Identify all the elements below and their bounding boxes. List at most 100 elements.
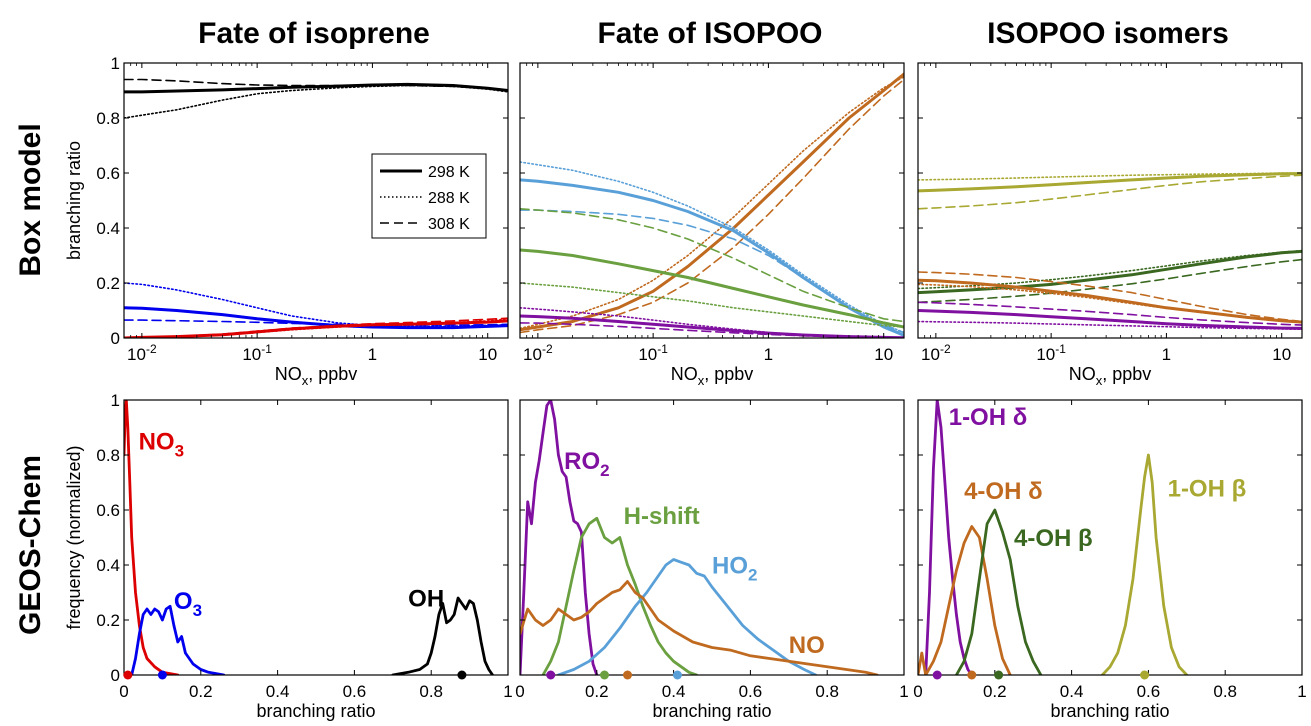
x-tick-label: 0.2 (189, 682, 213, 701)
series-line-1-dotted (124, 84, 508, 119)
mean-marker-no (623, 670, 633, 680)
series-line-0-solid (124, 82, 508, 94)
col-title-isopoo-isomers: ISOPOO isomers (987, 17, 1229, 50)
plot-area (918, 400, 1189, 675)
x-tick-label: 0.8 (1213, 682, 1237, 701)
plot-area (918, 172, 1302, 331)
x-tick-label: 10 (478, 345, 497, 364)
plot-frame (123, 399, 509, 676)
legend-label-298-k: 298 K (428, 164, 470, 181)
chart-panel-1: 10-2 10-1 1 10 NOx, ppbv (519, 62, 905, 388)
series-line-9-solid (918, 309, 1302, 330)
plot-frame (519, 399, 905, 676)
col-title-fate-of-isopoo: Fate of ISOPOO (597, 17, 822, 50)
series-label-oh: OH (408, 585, 444, 612)
plot-frame (519, 62, 905, 339)
series-line-8-dashed (918, 271, 1302, 323)
x-tick-label: 0.2 (585, 682, 609, 701)
y-tick-label: 0.6 (96, 164, 120, 183)
series-line-no (520, 580, 879, 675)
x-tick-label: 0.4 (662, 682, 686, 701)
x-tick-label: 0.6 (739, 682, 763, 701)
series-line-2-dashed (918, 174, 1302, 210)
plot-area (124, 78, 508, 338)
chart-panel-5: 0 0.2 0.4 0.6 0.8 1 branching ratio 1-OH δ 4-OH … (913, 399, 1307, 721)
x-axis-label: NOx, ppbv (275, 364, 358, 388)
plot-frame (917, 62, 1303, 339)
row-title-geos-chem: GEOS-Chem (14, 455, 47, 635)
series-line-5-dashed (520, 209, 904, 334)
series-label-1-oh: 1-OH δ (949, 404, 1028, 431)
series-line-7-dotted (520, 282, 904, 328)
x-tick-label: 1 (503, 682, 512, 701)
mean-marker-1-oh (932, 670, 942, 680)
series-line-4-dotted (520, 161, 904, 334)
series-label-ho2: HO2 (712, 552, 757, 584)
x-tick-label: 0.8 (419, 682, 443, 701)
series-line-ro2 (520, 400, 599, 675)
series-line-7-dotted (124, 318, 508, 338)
legend-label-288-k: 288 K (428, 190, 470, 207)
x-tick-label: 1 (899, 682, 908, 701)
mean-marker-4-oh (994, 670, 1004, 680)
plot-area (520, 72, 904, 338)
y-tick-label: 1 (111, 391, 120, 410)
plot-frame (917, 399, 1303, 676)
series-line-8-dashed (124, 317, 508, 338)
mean-marker-4-oh (967, 670, 977, 680)
series-line-11-dashed (520, 322, 904, 338)
mean-marker-1-oh (1140, 670, 1150, 680)
series-line-0-solid (918, 172, 1302, 193)
chart-panel-3: 0 0.2 0.4 0.6 0.8 1 0 0.2 0.4 0.6 0.8 1 branching ra… (64, 391, 513, 721)
mean-marker-oh (457, 670, 467, 680)
y-tick-label: 0 (111, 666, 120, 685)
x-tick-label: 0.6 (1137, 682, 1161, 701)
series-label-1-oh: 1-OH β (1168, 475, 1247, 502)
x-tick-label: 1 (1162, 345, 1171, 364)
y-tick-label: 0.6 (96, 501, 120, 520)
chart-panel-4: 0 0.2 0.4 0.6 0.8 1 branching ratio RO2 H-shift H… (515, 399, 909, 721)
series-label-4-oh: 4-OH δ (964, 478, 1043, 505)
x-axis-label: branching ratio (1050, 701, 1169, 721)
mean-marker-no3 (123, 670, 133, 680)
series-line-5-dashed (918, 258, 1302, 304)
series-line-oh (391, 596, 495, 675)
y-axis-label: frequency (normalized) (64, 445, 84, 629)
x-axis-label: branching ratio (652, 701, 771, 721)
y-tick-label: 0.4 (96, 556, 120, 575)
y-tick-label: 0.8 (96, 446, 120, 465)
x-axis-label: branching ratio (256, 701, 375, 721)
x-tick-label: 0.4 (1060, 682, 1084, 701)
series-label-no3: NO3 (139, 429, 184, 461)
series-line-4-oh (955, 508, 1043, 675)
mean-marker-h-shift (599, 670, 609, 680)
series-label-ro2: RO2 (564, 448, 609, 480)
mean-marker-ho2 (672, 670, 682, 680)
legend-label-308-k: 308 K (428, 216, 470, 233)
col-title-fate-of-isoprene: Fate of isoprene (198, 17, 430, 50)
series-line-ho2 (557, 558, 818, 675)
x-tick-label: 1 (1297, 682, 1306, 701)
series-line-0-solid (520, 72, 904, 332)
x-tick-label: 10 (1272, 345, 1291, 364)
y-tick-label: 0 (111, 329, 120, 348)
series-line-1-oh (1100, 453, 1189, 675)
x-tick-label: 0 (515, 682, 524, 701)
x-tick-label: 1 (368, 345, 377, 364)
x-tick-label: 10-1 (242, 342, 272, 364)
series-line-5-dashed (124, 319, 508, 326)
x-tick-label: 10-2 (523, 342, 553, 364)
chart-panel-0: 10-2 10-1 1 10 0 0.2 0.4 0.6 0.8 1 NOx, ppbv branch… (64, 54, 509, 388)
chart-panel-2: 10-2 10-1 1 10 NOx, ppbv (917, 62, 1303, 388)
series-line-1-oh (924, 400, 974, 675)
series-line-7-dotted (918, 283, 1302, 323)
y-tick-label: 0.2 (96, 611, 120, 630)
series-line-4-dotted (124, 282, 508, 328)
series-label-h-shift: H-shift (624, 503, 700, 530)
x-tick-label: 0 (119, 682, 128, 701)
x-axis-label: NOx, ppbv (1069, 364, 1152, 388)
x-tick-label: 10-1 (638, 342, 668, 364)
x-tick-label: 0.6 (343, 682, 367, 701)
series-line-11-dashed (918, 301, 1302, 326)
mean-marker-ro2 (546, 670, 556, 680)
